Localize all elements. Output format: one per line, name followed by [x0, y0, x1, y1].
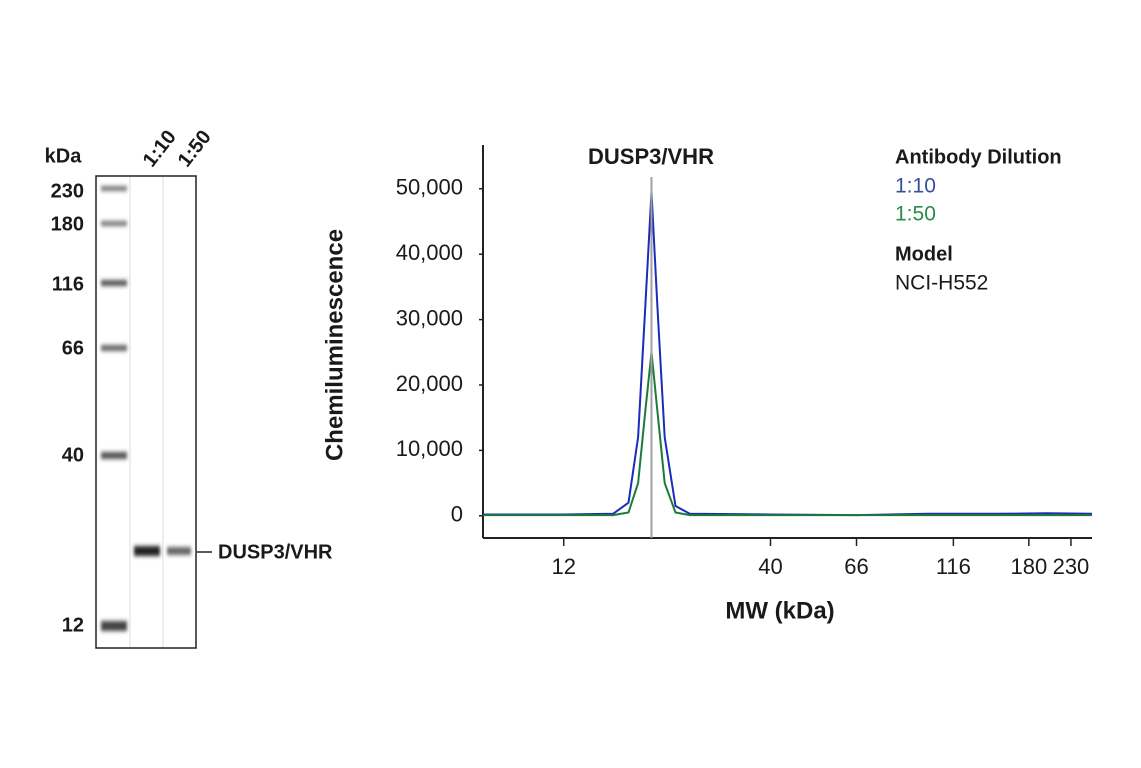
band-label: DUSP3/VHR — [218, 541, 333, 563]
lane-label: 1:50 — [174, 126, 216, 171]
x-tick-label: 230 — [1053, 554, 1090, 579]
ladder-band — [101, 186, 127, 191]
x-axis-title: MW (kDa) — [725, 597, 834, 624]
legend-title: Antibody Dilution — [895, 146, 1062, 168]
ladder-band — [101, 452, 127, 459]
y-axis-title: Chemiluminescence — [321, 229, 348, 461]
ladder-label: 116 — [52, 273, 84, 295]
annotation-text: NCI-H552 — [895, 272, 988, 295]
ladder-label: 180 — [51, 213, 84, 235]
bands — [101, 186, 191, 631]
legend-entry: 1:10 — [895, 175, 936, 198]
y-tick-label: 50,000 — [396, 175, 463, 200]
lane-label: 1:10 — [139, 126, 181, 171]
chart-title: DUSP3/VHR — [588, 144, 714, 169]
blot: kDa 1:10 1:50 230 180 116 66 40 12 DUSP3… — [45, 126, 333, 649]
blot-frame — [95, 175, 197, 649]
y-tick-label: 10,000 — [396, 436, 463, 461]
x-tick-label: 116 — [936, 554, 971, 579]
ladder-label: 66 — [62, 337, 84, 359]
chart: DUSP3/VHR Chemiluminescence MW (kDa) Ant… — [321, 144, 1093, 624]
annotation-title: Model — [895, 243, 953, 265]
y-tick-label: 40,000 — [396, 240, 463, 265]
y-tick-label: 20,000 — [396, 371, 463, 396]
sample-band — [167, 547, 191, 555]
ladder-label: 40 — [62, 444, 84, 466]
ladder-band — [101, 221, 127, 226]
legend-entry: 1:50 — [895, 203, 936, 226]
lane-divider — [129, 177, 131, 647]
x-tick-label: 12 — [551, 554, 575, 579]
x-tick-label: 180 — [1010, 554, 1047, 579]
ladder-band — [101, 621, 127, 631]
lane-divider — [162, 177, 164, 647]
ladder-label: 230 — [51, 180, 84, 202]
x-tick-label: 40 — [758, 554, 782, 579]
x-tick-label: 66 — [844, 554, 868, 579]
series-line — [483, 192, 1093, 517]
y-tick-label: 30,000 — [396, 305, 463, 330]
series-line — [483, 352, 1092, 517]
unit-label: kDa — [45, 145, 83, 167]
ladder-band — [101, 280, 127, 286]
ladder-band — [101, 345, 127, 351]
sample-band — [134, 546, 160, 556]
ladder-label: 12 — [62, 614, 84, 636]
y-tick-label: 0 — [451, 502, 463, 527]
